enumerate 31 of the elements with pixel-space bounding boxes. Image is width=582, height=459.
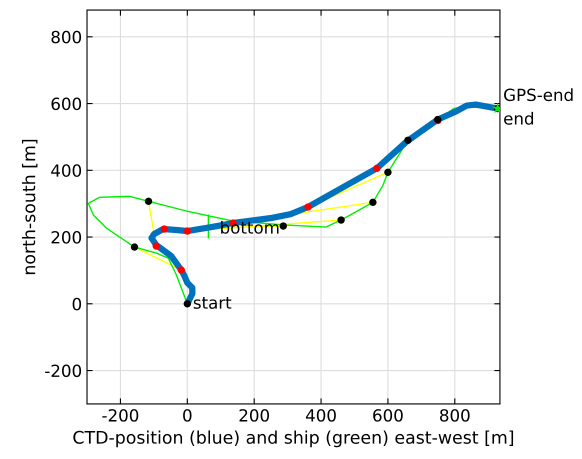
point <box>130 243 138 251</box>
y-tick-label: 0 <box>72 298 82 310</box>
x-tick-label: -200 <box>102 409 138 422</box>
point <box>144 198 152 206</box>
y-tick-label: -200 <box>45 364 82 378</box>
point <box>404 136 412 144</box>
point <box>369 198 377 206</box>
point <box>184 227 191 235</box>
point <box>184 300 191 308</box>
point <box>384 168 392 176</box>
point <box>337 216 345 224</box>
y-axis-title: north-south [m] <box>22 140 38 274</box>
y-tick-label: 400 <box>51 164 82 177</box>
x-tick-label: 400 <box>306 409 336 422</box>
point <box>152 242 160 250</box>
x-axis-title: CTD-position (blue) and ship (green) east-west [m] <box>73 430 514 448</box>
point <box>304 203 312 211</box>
annotation: GPS-end <box>504 88 573 102</box>
x-tick-label: 0 <box>183 409 192 422</box>
y-tick-label: 800 <box>51 30 82 44</box>
point <box>373 164 381 172</box>
point <box>160 225 168 233</box>
y-tick-label: 200 <box>52 231 82 244</box>
annotation: start <box>194 296 232 309</box>
annotation: end <box>504 112 534 125</box>
x-tick-label: 200 <box>240 409 269 422</box>
x-tick-label: 600 <box>373 409 403 422</box>
y-tick-label: 600 <box>52 98 82 110</box>
point <box>178 266 185 274</box>
x-tick-label: 800 <box>440 409 470 422</box>
point <box>280 222 287 230</box>
